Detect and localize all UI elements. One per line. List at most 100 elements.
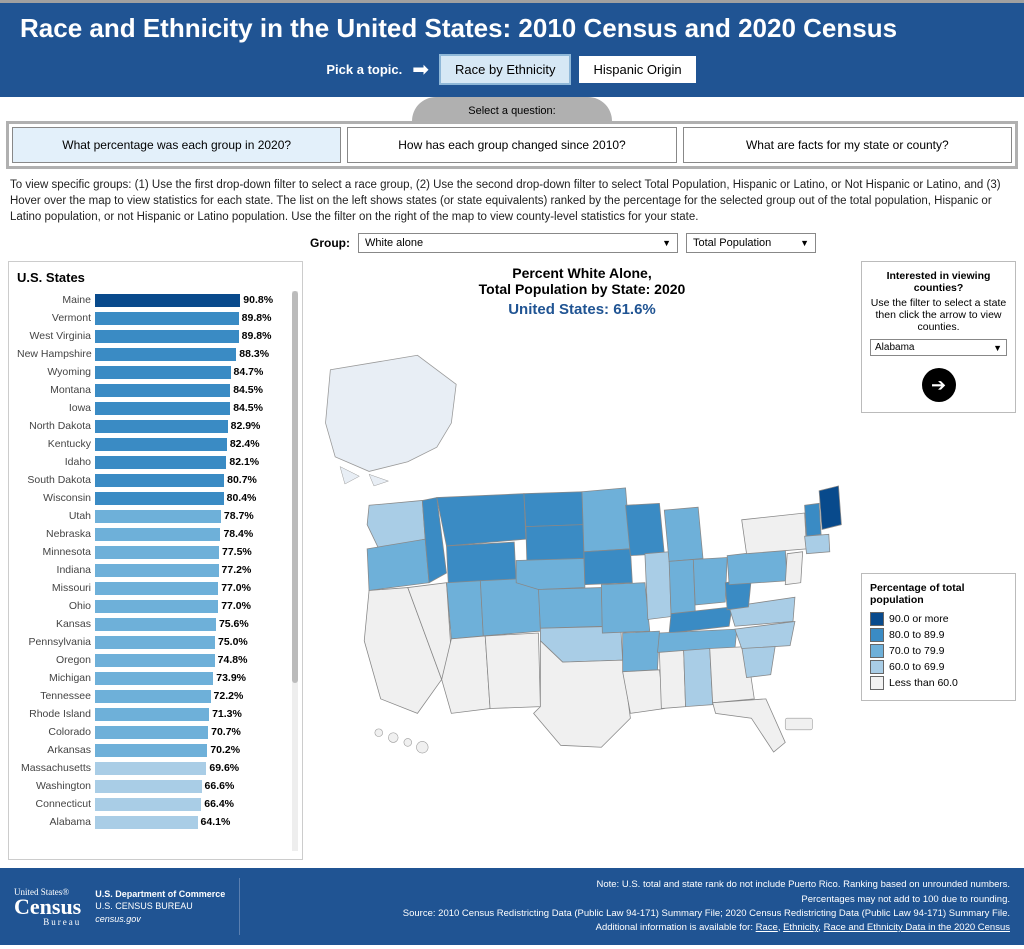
state-bar-row[interactable]: South Dakota80.7% bbox=[17, 471, 298, 489]
state-label: Kansas bbox=[17, 618, 95, 630]
legend-swatch bbox=[870, 660, 884, 674]
bar-value: 90.8% bbox=[243, 294, 273, 306]
bar-value: 84.7% bbox=[234, 366, 264, 378]
bar-track: 84.5% bbox=[95, 384, 298, 397]
state-bar-row[interactable]: Ohio77.0% bbox=[17, 597, 298, 615]
bar-track: 84.5% bbox=[95, 402, 298, 415]
state-bar-row[interactable]: Vermont89.8% bbox=[17, 309, 298, 327]
go-to-counties-button[interactable]: ➔ bbox=[922, 368, 956, 402]
bar-track: 70.2% bbox=[95, 744, 298, 757]
state-bar-row[interactable]: Idaho82.1% bbox=[17, 453, 298, 471]
state-bar-row[interactable]: West Virginia89.8% bbox=[17, 327, 298, 345]
bar-track: 77.2% bbox=[95, 564, 298, 577]
topic-button[interactable]: Hispanic Origin bbox=[577, 54, 697, 85]
legend-title: Percentage of total population bbox=[870, 582, 1007, 606]
map-title-line2: Total Population by State: 2020 bbox=[311, 281, 853, 297]
question-button[interactable]: What percentage was each group in 2020? bbox=[12, 127, 341, 163]
state-bar-row[interactable]: Alabama64.1% bbox=[17, 813, 298, 831]
state-bar-row[interactable]: Massachusetts69.6% bbox=[17, 759, 298, 777]
county-box-heading: Interested in viewing counties? bbox=[887, 270, 991, 294]
bar-value: 82.9% bbox=[231, 420, 261, 432]
state-bar-row[interactable]: Minnesota77.5% bbox=[17, 543, 298, 561]
state-bar-row[interactable]: Missouri77.0% bbox=[17, 579, 298, 597]
question-button[interactable]: How has each group changed since 2010? bbox=[347, 127, 676, 163]
state-bar-row[interactable]: Maine90.8% bbox=[17, 291, 298, 309]
bar-fill bbox=[95, 420, 228, 433]
state-bar-row[interactable]: Nebraska78.4% bbox=[17, 525, 298, 543]
state-label: New Hampshire bbox=[17, 348, 95, 360]
state-label: Colorado bbox=[17, 726, 95, 738]
bar-track: 82.4% bbox=[95, 438, 298, 451]
state-label: Utah bbox=[17, 510, 95, 522]
question-button[interactable]: What are facts for my state or county? bbox=[683, 127, 1012, 163]
topic-row: Pick a topic. ➡ Race by EthnicityHispani… bbox=[20, 54, 1004, 85]
state-label: Ohio bbox=[17, 600, 95, 612]
bar-fill bbox=[95, 312, 239, 325]
bar-value: 77.2% bbox=[222, 564, 252, 576]
bar-fill bbox=[95, 348, 236, 361]
bar-value: 64.1% bbox=[201, 816, 231, 828]
group-select[interactable]: White alone ▼ bbox=[358, 233, 678, 253]
bar-fill bbox=[95, 780, 202, 793]
bar-value: 84.5% bbox=[233, 384, 263, 396]
state-bar-row[interactable]: Wyoming84.7% bbox=[17, 363, 298, 381]
bar-fill bbox=[95, 690, 211, 703]
us-map[interactable] bbox=[311, 324, 853, 764]
state-label: Rhode Island bbox=[17, 708, 95, 720]
bar-track: 89.8% bbox=[95, 312, 298, 325]
state-label: Idaho bbox=[17, 456, 95, 468]
bar-fill bbox=[95, 744, 207, 757]
question-area: Select a question: What percentage was e… bbox=[6, 97, 1018, 169]
bar-track: 77.0% bbox=[95, 582, 298, 595]
state-bar-row[interactable]: Iowa 84.5% bbox=[17, 399, 298, 417]
bar-value: 75.0% bbox=[218, 636, 248, 648]
states-panel: U.S. States Maine90.8%Vermont89.8%West V… bbox=[8, 261, 303, 860]
bar-value: 75.6% bbox=[219, 618, 249, 630]
bar-value: 70.7% bbox=[211, 726, 241, 738]
us-overall-value: United States: 61.6% bbox=[311, 301, 853, 318]
legend-label: 90.0 or more bbox=[889, 613, 949, 625]
state-bar-row[interactable]: Kentucky82.4% bbox=[17, 435, 298, 453]
bar-value: 84.5% bbox=[233, 402, 263, 414]
state-label: Iowa bbox=[17, 402, 95, 414]
topic-button[interactable]: Race by Ethnicity bbox=[439, 54, 571, 85]
footer-link[interactable]: Race and Ethnicity Data in the 2020 Cens… bbox=[824, 922, 1010, 933]
chevron-down-icon: ▼ bbox=[800, 238, 809, 248]
population-select[interactable]: Total Population ▼ bbox=[686, 233, 816, 253]
footer-link[interactable]: Ethnicity bbox=[783, 922, 818, 933]
state-bar-row[interactable]: Rhode Island 71.3% bbox=[17, 705, 298, 723]
map-legend: Percentage of total population 90.0 or m… bbox=[861, 573, 1016, 701]
bar-fill bbox=[95, 402, 230, 415]
bar-track: 80.4% bbox=[95, 492, 298, 505]
state-bar-row[interactable]: Kansas 75.6% bbox=[17, 615, 298, 633]
state-bar-row[interactable]: Connecticut66.4% bbox=[17, 795, 298, 813]
state-label: Washington bbox=[17, 780, 95, 792]
bar-fill bbox=[95, 672, 213, 685]
question-row: What percentage was each group in 2020?H… bbox=[6, 121, 1018, 169]
state-bar-row[interactable]: Utah78.7% bbox=[17, 507, 298, 525]
state-label: Pennsylvania bbox=[17, 636, 95, 648]
state-bar-row[interactable]: Michigan73.9% bbox=[17, 669, 298, 687]
census-logo: United States® Census Bureau bbox=[14, 887, 81, 927]
state-bar-row[interactable]: Oregon74.8% bbox=[17, 651, 298, 669]
bar-value: 70.2% bbox=[210, 744, 240, 756]
arrow-right-icon: ➡ bbox=[412, 57, 429, 82]
legend-label: Less than 60.0 bbox=[889, 677, 958, 689]
county-state-select[interactable]: Alabama ▼ bbox=[870, 339, 1007, 356]
state-bar-row[interactable]: Tennessee72.2% bbox=[17, 687, 298, 705]
state-bar-row[interactable]: Pennsylvania 75.0% bbox=[17, 633, 298, 651]
bar-value: 71.3% bbox=[212, 708, 242, 720]
footer-link[interactable]: Race bbox=[756, 922, 778, 933]
state-bar-row[interactable]: Montana84.5% bbox=[17, 381, 298, 399]
state-bar-row[interactable]: Arkansas70.2% bbox=[17, 741, 298, 759]
county-box: Interested in viewing counties? Use the … bbox=[861, 261, 1016, 413]
page-title: Race and Ethnicity in the United States:… bbox=[20, 13, 1004, 44]
state-bar-row[interactable]: Colorado 70.7% bbox=[17, 723, 298, 741]
state-bar-row[interactable]: Indiana77.2% bbox=[17, 561, 298, 579]
state-bar-row[interactable]: North Dakota82.9% bbox=[17, 417, 298, 435]
header: Race and Ethnicity in the United States:… bbox=[0, 0, 1024, 97]
state-label: Kentucky bbox=[17, 438, 95, 450]
state-bar-row[interactable]: Washington66.6% bbox=[17, 777, 298, 795]
state-bar-row[interactable]: Wisconsin80.4% bbox=[17, 489, 298, 507]
state-bar-row[interactable]: New Hampshire88.3% bbox=[17, 345, 298, 363]
